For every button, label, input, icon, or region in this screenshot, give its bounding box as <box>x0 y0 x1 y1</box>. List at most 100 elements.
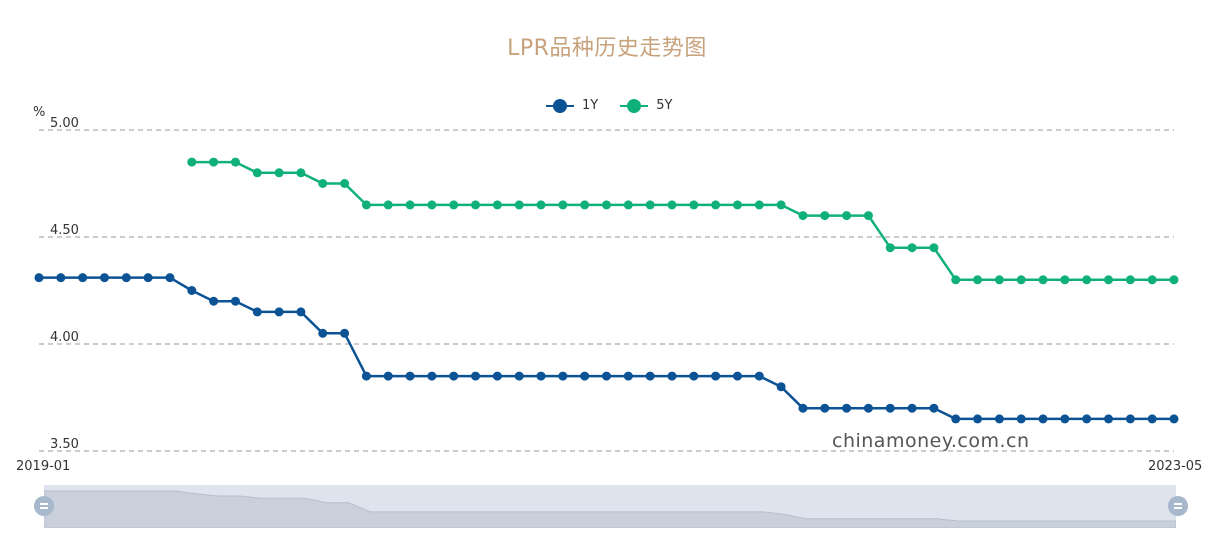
data-point-1y <box>1082 414 1092 424</box>
data-point-5y <box>951 275 961 285</box>
data-point-1y <box>820 403 830 413</box>
data-point-1y <box>776 382 786 392</box>
data-zoom-slider[interactable] <box>43 485 1177 529</box>
data-point-1y <box>427 371 437 381</box>
data-point-1y <box>1147 414 1157 424</box>
legend-label-1y: 1Y <box>582 98 599 113</box>
data-point-5y <box>754 200 764 210</box>
legend-symbol-1y <box>546 98 574 113</box>
data-point-5y <box>645 200 655 210</box>
data-point-1y <box>602 371 611 381</box>
data-point-1y <box>754 371 764 381</box>
data-point-5y <box>187 157 197 167</box>
y-tick-label: 4.50 <box>50 223 79 238</box>
data-point-1y <box>492 371 502 381</box>
legend-symbol-5y <box>620 98 649 113</box>
data-point-5y <box>907 243 917 253</box>
data-point-5y <box>1060 275 1070 285</box>
data-point-1y <box>274 307 284 317</box>
data-point-1y <box>252 307 262 317</box>
y-tick-label: 4.00 <box>50 330 79 345</box>
data-point-5y <box>863 211 873 221</box>
data-point-5y <box>1082 275 1092 285</box>
data-point-1y <box>732 371 742 381</box>
data-point-5y <box>361 200 371 210</box>
data-point-5y <box>580 200 590 210</box>
data-point-5y <box>383 200 393 210</box>
data-point-1y <box>842 403 852 413</box>
data-point-1y <box>536 371 546 381</box>
data-point-5y <box>711 200 721 210</box>
data-point-1y <box>471 371 481 381</box>
data-point-1y <box>383 371 393 381</box>
data-point-5y <box>514 200 524 210</box>
data-point-1y <box>1060 414 1070 424</box>
data-point-1y <box>449 371 459 381</box>
data-point-1y <box>689 371 699 381</box>
data-point-1y <box>1169 414 1179 424</box>
data-point-1y <box>514 371 524 381</box>
data-point-5y <box>536 200 546 210</box>
data-point-1y <box>667 371 677 381</box>
data-point-5y <box>602 200 611 210</box>
legend-label-5y: 5Y <box>656 98 673 113</box>
data-point-5y <box>1147 275 1157 285</box>
legend-item-1y[interactable]: 1Y <box>546 98 598 113</box>
x-axis-start-label: 2019-01 <box>16 459 71 474</box>
data-point-5y <box>230 157 240 167</box>
data-point-5y <box>1016 275 1026 285</box>
data-point-5y <box>449 200 459 210</box>
zoom-handle-right[interactable] <box>1168 496 1188 516</box>
data-point-1y <box>863 403 873 413</box>
data-point-5y <box>274 168 284 178</box>
data-point-1y <box>973 414 983 424</box>
data-point-5y <box>994 275 1004 285</box>
data-point-1y <box>580 371 590 381</box>
data-point-1y <box>34 273 44 283</box>
data-point-5y <box>798 211 808 221</box>
data-point-5y <box>667 200 677 210</box>
data-point-1y <box>121 273 131 283</box>
data-point-1y <box>798 403 808 413</box>
data-point-5y <box>885 243 895 253</box>
chart-legend: 1Y 5Y <box>546 98 672 113</box>
y-tick-label: 3.50 <box>50 437 79 452</box>
data-point-1y <box>78 273 88 283</box>
series-line-5y <box>191 160 1174 282</box>
data-point-1y <box>1125 414 1135 424</box>
data-point-5y <box>732 200 742 210</box>
chart-title: LPR品种历史走势图 <box>507 36 707 61</box>
slider-overview-shape <box>43 490 1177 529</box>
legend-item-5y[interactable]: 5Y <box>620 98 672 113</box>
slider-overview-area <box>43 490 1177 529</box>
data-point-5y <box>1169 275 1179 285</box>
data-point-5y <box>1038 275 1048 285</box>
data-point-5y <box>405 200 415 210</box>
data-point-5y <box>776 200 786 210</box>
y-tick-label: 5.00 <box>50 116 79 131</box>
data-point-1y <box>1104 414 1114 424</box>
data-point-1y <box>361 371 371 381</box>
data-point-5y <box>340 179 350 188</box>
data-point-1y <box>558 371 568 381</box>
data-point-1y <box>318 328 328 338</box>
data-point-5y <box>209 157 219 167</box>
data-point-1y <box>994 414 1004 424</box>
data-point-1y <box>405 371 415 381</box>
data-point-5y <box>427 200 437 210</box>
data-point-5y <box>842 211 852 221</box>
data-point-1y <box>99 273 109 283</box>
y-axis-unit: % <box>33 105 46 120</box>
zoom-handle-left[interactable] <box>34 496 54 516</box>
data-point-1y <box>951 414 961 424</box>
data-point-5y <box>318 179 328 188</box>
series-line-1y <box>39 276 1174 421</box>
data-point-5y <box>471 200 481 210</box>
data-point-1y <box>340 328 350 338</box>
data-point-1y <box>645 371 655 381</box>
data-point-1y <box>1038 414 1048 424</box>
data-point-5y <box>1104 275 1114 285</box>
x-axis-end-label: 2023-05 <box>1148 459 1203 474</box>
data-point-5y <box>623 200 633 210</box>
